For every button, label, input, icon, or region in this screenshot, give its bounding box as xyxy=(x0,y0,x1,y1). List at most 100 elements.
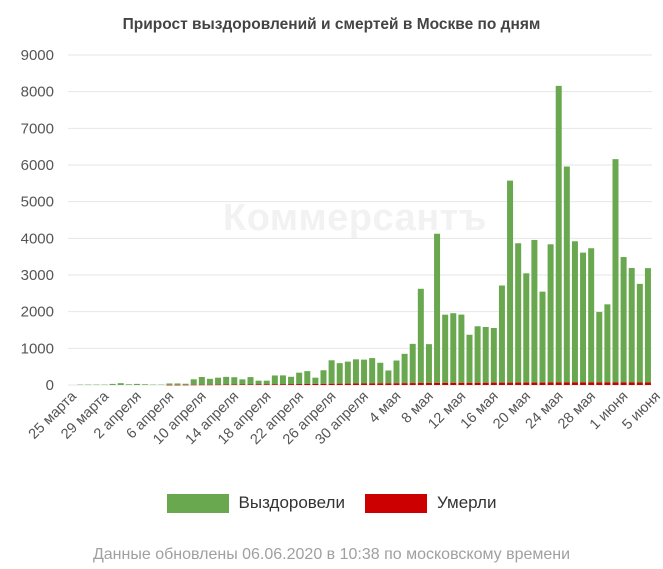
bar-recovered[interactable] xyxy=(539,291,546,383)
bar-recovered[interactable] xyxy=(288,376,295,385)
bar-recovered[interactable] xyxy=(231,377,238,385)
bar-recovered[interactable] xyxy=(588,248,595,383)
bar-deaths[interactable] xyxy=(190,384,197,386)
bar-recovered[interactable] xyxy=(628,268,635,383)
bar-recovered[interactable] xyxy=(563,166,570,383)
bar-deaths[interactable] xyxy=(288,384,295,385)
bar-deaths[interactable] xyxy=(271,384,278,385)
bar-deaths[interactable] xyxy=(328,383,335,385)
bar-recovered[interactable] xyxy=(320,370,327,384)
bar-deaths[interactable] xyxy=(531,382,538,385)
bar-deaths[interactable] xyxy=(580,382,587,385)
bar-deaths[interactable] xyxy=(636,382,643,385)
bar-recovered[interactable] xyxy=(620,257,627,383)
bar-deaths[interactable] xyxy=(474,382,481,385)
bar-recovered[interactable] xyxy=(174,383,181,385)
bar-recovered[interactable] xyxy=(555,85,562,383)
bar-recovered[interactable] xyxy=(425,344,432,384)
bar-deaths[interactable] xyxy=(401,383,408,385)
bar-recovered[interactable] xyxy=(636,283,643,383)
bar-deaths[interactable] xyxy=(628,382,635,385)
bar-deaths[interactable] xyxy=(515,382,522,385)
bar-deaths[interactable] xyxy=(588,382,595,385)
bar-recovered[interactable] xyxy=(263,380,270,385)
bar-recovered[interactable] xyxy=(571,241,578,383)
bar-recovered[interactable] xyxy=(304,371,311,384)
bar-deaths[interactable] xyxy=(417,383,424,385)
bar-recovered[interactable] xyxy=(369,358,376,384)
bar-recovered[interactable] xyxy=(580,252,587,383)
bar-deaths[interactable] xyxy=(571,382,578,385)
bar-deaths[interactable] xyxy=(215,384,222,386)
bar-deaths[interactable] xyxy=(263,384,270,385)
bar-recovered[interactable] xyxy=(604,304,611,383)
bar-deaths[interactable] xyxy=(361,383,368,385)
bar-recovered[interactable] xyxy=(458,314,465,383)
legend-item-deaths[interactable]: Умерли xyxy=(364,493,496,513)
bar-recovered[interactable] xyxy=(166,383,173,385)
bar-recovered[interactable] xyxy=(296,372,303,385)
bar-recovered[interactable] xyxy=(377,362,384,384)
bar-deaths[interactable] xyxy=(182,384,189,386)
bar-deaths[interactable] xyxy=(377,383,384,385)
bar-recovered[interactable] xyxy=(255,380,262,385)
bar-recovered[interactable] xyxy=(117,383,124,385)
bar-recovered[interactable] xyxy=(523,273,530,383)
bar-recovered[interactable] xyxy=(198,377,205,385)
bar-deaths[interactable] xyxy=(304,383,311,385)
bar-recovered[interactable] xyxy=(125,384,132,385)
bar-recovered[interactable] xyxy=(531,239,538,383)
bar-deaths[interactable] xyxy=(223,384,230,386)
bar-deaths[interactable] xyxy=(166,384,173,386)
bar-recovered[interactable] xyxy=(596,312,603,383)
bar-recovered[interactable] xyxy=(612,159,619,383)
bar-deaths[interactable] xyxy=(498,382,505,385)
bar-deaths[interactable] xyxy=(198,384,205,386)
bar-recovered[interactable] xyxy=(385,370,392,384)
bar-recovered[interactable] xyxy=(482,326,489,383)
bar-deaths[interactable] xyxy=(466,382,473,385)
bar-recovered[interactable] xyxy=(352,359,359,384)
bar-deaths[interactable] xyxy=(482,382,489,385)
bar-recovered[interactable] xyxy=(182,383,189,385)
bar-recovered[interactable] xyxy=(361,359,368,384)
bar-deaths[interactable] xyxy=(409,383,416,385)
bar-deaths[interactable] xyxy=(555,382,562,385)
bar-recovered[interactable] xyxy=(109,383,116,385)
bar-deaths[interactable] xyxy=(255,384,262,385)
bar-deaths[interactable] xyxy=(247,384,254,385)
bar-recovered[interactable] xyxy=(133,383,140,385)
legend-item-recovered[interactable]: Выздоровели xyxy=(166,493,345,513)
bar-deaths[interactable] xyxy=(352,383,359,385)
bar-deaths[interactable] xyxy=(604,382,611,385)
bar-deaths[interactable] xyxy=(369,383,376,385)
bar-recovered[interactable] xyxy=(223,376,230,385)
bar-deaths[interactable] xyxy=(336,383,343,385)
bar-deaths[interactable] xyxy=(442,382,449,385)
bar-recovered[interactable] xyxy=(215,377,222,385)
bar-deaths[interactable] xyxy=(507,382,514,385)
bar-deaths[interactable] xyxy=(434,382,441,385)
bar-deaths[interactable] xyxy=(596,382,603,385)
bar-deaths[interactable] xyxy=(458,382,465,385)
bar-deaths[interactable] xyxy=(312,383,319,385)
bar-recovered[interactable] xyxy=(239,379,246,385)
bar-recovered[interactable] xyxy=(442,314,449,383)
bar-recovered[interactable] xyxy=(417,288,424,384)
bar-recovered[interactable] xyxy=(328,360,335,384)
bar-deaths[interactable] xyxy=(490,382,497,385)
bar-deaths[interactable] xyxy=(174,384,181,386)
bar-recovered[interactable] xyxy=(190,379,197,385)
bar-recovered[interactable] xyxy=(490,328,497,383)
bar-deaths[interactable] xyxy=(644,382,651,385)
bar-deaths[interactable] xyxy=(279,384,286,385)
bar-deaths[interactable] xyxy=(539,382,546,385)
bar-deaths[interactable] xyxy=(563,382,570,385)
bar-recovered[interactable] xyxy=(434,233,441,383)
bar-recovered[interactable] xyxy=(344,361,351,384)
bar-recovered[interactable] xyxy=(401,353,408,384)
bar-recovered[interactable] xyxy=(279,375,286,385)
bar-deaths[interactable] xyxy=(620,382,627,385)
bar-recovered[interactable] xyxy=(336,363,343,384)
bar-deaths[interactable] xyxy=(239,384,246,385)
